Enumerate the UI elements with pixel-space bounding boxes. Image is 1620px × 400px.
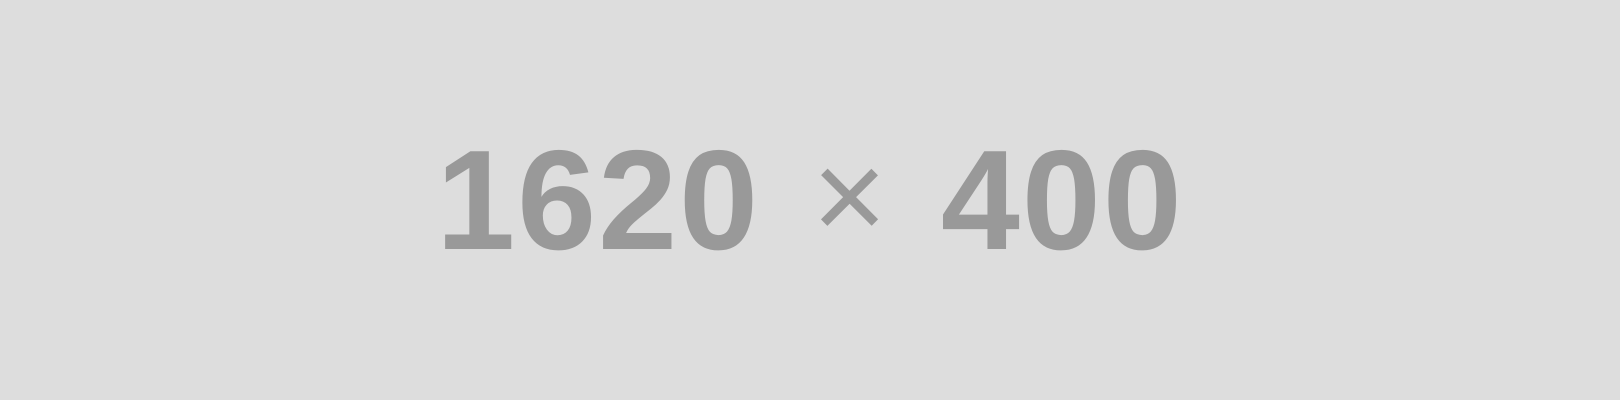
- width-text: 1620: [436, 121, 761, 280]
- multiply-sign: ×: [812, 125, 889, 268]
- dimensions-label: 1620 × 400: [436, 130, 1184, 272]
- height-text: 400: [940, 121, 1184, 280]
